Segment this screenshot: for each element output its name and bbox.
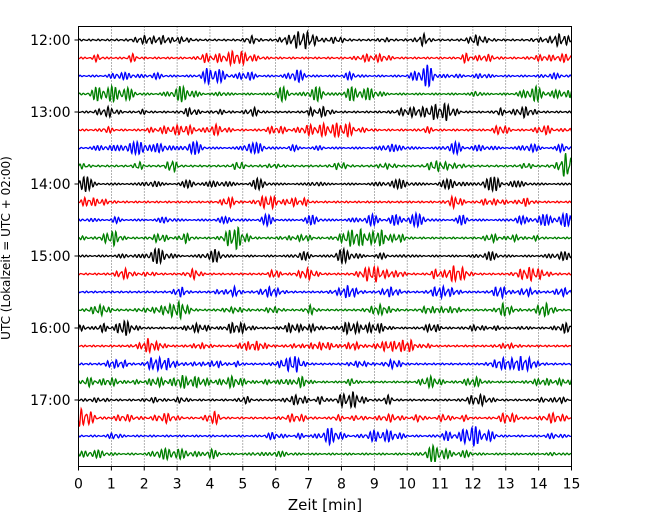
- y-axis-label: UTC (Lokalzeit = UTC + 02:00): [0, 156, 13, 340]
- y-tick-label: 16:00: [30, 321, 70, 337]
- seismogram-trace: [78, 210, 573, 229]
- seismogram-trace: [78, 299, 572, 321]
- seismogram-trace: [78, 264, 572, 284]
- x-tick-label: 8: [337, 477, 346, 493]
- seismogram-trace: [78, 338, 572, 355]
- x-tick-label: 11: [431, 477, 449, 493]
- seismogram-trace: [77, 139, 572, 157]
- seismogram-trace: [77, 175, 572, 194]
- plot-frame: [78, 26, 572, 467]
- x-axis-label: Zeit [min]: [288, 496, 362, 514]
- seismogram-trace: [77, 83, 573, 104]
- seismogram-trace: [78, 194, 572, 211]
- x-tick-label: 9: [370, 477, 379, 493]
- y-tick-label: 12:00: [30, 33, 70, 49]
- plot-area: [78, 26, 572, 467]
- seismogram-trace: [78, 49, 572, 68]
- seismogram-trace: [78, 354, 572, 373]
- seismogram-trace: [78, 153, 573, 177]
- traces: [77, 29, 573, 463]
- y-tick-label: 13:00: [30, 105, 70, 121]
- x-tick-label: 4: [206, 477, 215, 493]
- x-tick-label: 3: [173, 477, 182, 493]
- y-tick-label: 17:00: [30, 393, 70, 409]
- x-tick-label: 2: [140, 477, 149, 493]
- x-tick-label: 1: [107, 477, 116, 493]
- seismogram-trace: [78, 373, 573, 390]
- seismogram-trace: [77, 406, 572, 427]
- x-tick-label: 13: [497, 477, 515, 493]
- seismogram-trace: [77, 425, 572, 447]
- x-tick-label: 7: [304, 477, 313, 493]
- seismogram-trace: [77, 283, 573, 301]
- seismogram-trace: [78, 64, 573, 88]
- x-axis-ticks: 0 1 2 3 4 5 6 7 8 9 10 11 12 13 14 15: [74, 466, 581, 493]
- y-tick-label: 15:00: [30, 249, 70, 265]
- x-tick-label: 10: [398, 477, 416, 493]
- x-tick-label: 5: [238, 477, 247, 493]
- y-axis-ticks: 12:00 13:00 14:00 15:00 16:00 17:00: [30, 33, 79, 409]
- seismogram-trace: [78, 226, 572, 251]
- x-tick-label: 15: [563, 477, 581, 493]
- seismogram-trace: [78, 29, 572, 50]
- seismogram-trace: [78, 246, 573, 266]
- seismogram-trace: [78, 121, 573, 139]
- seismogram-trace: [77, 319, 573, 336]
- seismogram-trace: [78, 101, 572, 122]
- x-tick-label: 12: [464, 477, 482, 493]
- grid: [111, 26, 539, 467]
- seismogram-trace: [78, 391, 572, 410]
- y-tick-label: 14:00: [30, 177, 70, 193]
- x-tick-label: 0: [74, 477, 83, 493]
- x-tick-label: 6: [271, 477, 280, 493]
- x-tick-label: 14: [530, 477, 548, 493]
- seismogram-trace: [77, 443, 572, 463]
